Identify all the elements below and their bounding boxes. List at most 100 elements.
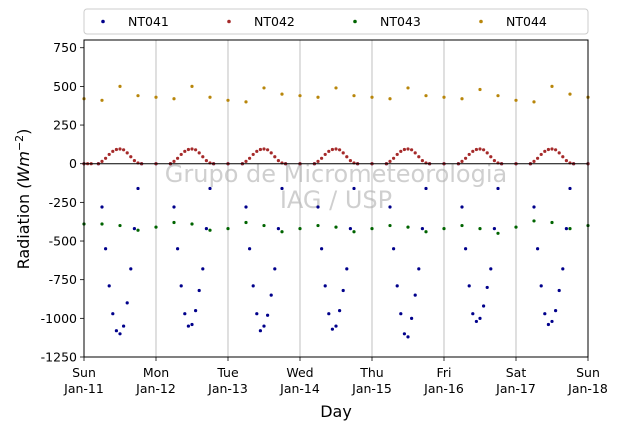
point-NT042-76 bbox=[467, 152, 471, 157]
point-NT041-40 bbox=[280, 186, 284, 191]
point-NT042-91 bbox=[543, 149, 547, 153]
point-NT042-4 bbox=[100, 159, 104, 163]
point-NT041-90 bbox=[546, 322, 551, 327]
point-NT042-49 bbox=[327, 149, 331, 153]
point-NT042-39 bbox=[269, 151, 273, 155]
point-NT041-33 bbox=[255, 312, 259, 316]
watermark: Grupo de Micrometeorologia IAG / USP bbox=[165, 160, 507, 214]
point-NT042-96 bbox=[561, 155, 565, 159]
watermark-line-1: Grupo de Micrometeorologia bbox=[165, 160, 507, 188]
point-NT041-66 bbox=[417, 267, 421, 271]
series-NT044 bbox=[82, 84, 590, 104]
point-NT041-45 bbox=[320, 247, 324, 251]
point-NT041-23 bbox=[197, 288, 201, 293]
point-NT041-91 bbox=[550, 319, 554, 324]
legend-frame bbox=[83, 8, 589, 35]
point-NT042-55 bbox=[348, 159, 352, 163]
point-NT044-13 bbox=[316, 95, 320, 99]
point-NT042-37 bbox=[262, 147, 266, 151]
point-NT044-2 bbox=[118, 84, 122, 88]
point-NT042-95 bbox=[557, 151, 561, 155]
point-NT042-40 bbox=[273, 155, 277, 159]
point-NT041-44 bbox=[316, 205, 320, 209]
point-NT041-21 bbox=[190, 322, 194, 327]
point-NT042-74 bbox=[460, 159, 464, 163]
point-NT041-79 bbox=[485, 285, 489, 290]
point-NT041-48 bbox=[330, 327, 334, 331]
point-NT042-82 bbox=[489, 155, 493, 159]
point-NT044-9 bbox=[244, 100, 248, 104]
point-NT043-13 bbox=[316, 223, 320, 228]
x-tick-date-5: Jan-16 bbox=[423, 381, 464, 396]
point-NT042-48 bbox=[323, 152, 327, 157]
point-NT042-60 bbox=[388, 159, 392, 163]
x-axis-label: Day bbox=[320, 402, 352, 421]
y-axis-ticks: -1250 -1000 -750 -500 -250 0 250 500 750 bbox=[41, 40, 84, 365]
point-NT043-4 bbox=[154, 225, 158, 229]
x-tick-date-4: Jan-15 bbox=[351, 381, 392, 396]
grid-lines bbox=[155, 40, 517, 357]
point-NT044-16 bbox=[370, 95, 374, 99]
point-NT043-18 bbox=[406, 225, 410, 229]
x-tick-weekday-4: Thu bbox=[359, 365, 383, 380]
y-axis-label-unit: (Wm bbox=[14, 151, 33, 189]
series-points bbox=[82, 84, 590, 339]
point-NT042-79 bbox=[478, 147, 482, 151]
point-NT041-20 bbox=[186, 324, 190, 328]
point-NT041-96 bbox=[568, 186, 572, 191]
point-NT042-46 bbox=[316, 159, 320, 163]
point-NT042-51 bbox=[334, 147, 338, 151]
point-NT041-77 bbox=[478, 316, 482, 320]
point-NT041-22 bbox=[194, 309, 198, 313]
point-NT043-20 bbox=[442, 227, 446, 231]
point-NT044-11 bbox=[280, 92, 284, 96]
point-NT041-47 bbox=[327, 312, 331, 316]
point-NT041-36 bbox=[266, 313, 270, 317]
point-NT043-5 bbox=[172, 220, 176, 225]
point-NT042-8 bbox=[114, 147, 118, 152]
point-NT044-8 bbox=[226, 98, 230, 102]
point-NT042-94 bbox=[554, 148, 558, 152]
point-NT042-78 bbox=[474, 147, 478, 152]
point-NT042-33 bbox=[248, 156, 252, 160]
point-NT041-5 bbox=[111, 312, 115, 316]
legend-label-NT042: NT042 bbox=[254, 14, 295, 29]
point-NT041-31 bbox=[248, 247, 252, 251]
point-NT041-16 bbox=[172, 205, 176, 209]
point-NT043-27 bbox=[568, 227, 572, 231]
point-NT041-32 bbox=[251, 284, 255, 288]
point-NT042-22 bbox=[186, 147, 190, 152]
point-NT042-27 bbox=[204, 159, 208, 163]
point-NT041-93 bbox=[557, 288, 561, 293]
point-NT043-26 bbox=[550, 220, 554, 225]
point-NT041-63 bbox=[406, 335, 410, 339]
point-NT041-72 bbox=[460, 205, 464, 209]
y-tick-label-6: 250 bbox=[53, 118, 77, 133]
legend-marker-NT044 bbox=[479, 19, 483, 24]
point-NT044-26 bbox=[550, 84, 554, 88]
point-NT042-13 bbox=[132, 159, 136, 163]
point-NT042-19 bbox=[176, 156, 180, 160]
point-NT042-6 bbox=[107, 152, 111, 157]
point-NT044-19 bbox=[424, 94, 428, 98]
point-NT042-89 bbox=[536, 156, 540, 160]
point-NT041-80 bbox=[489, 267, 493, 271]
legend-label-NT044: NT044 bbox=[506, 14, 547, 29]
point-NT041-19 bbox=[183, 312, 187, 316]
point-NT041-34 bbox=[258, 329, 262, 333]
x-tick-date-7: Jan-18 bbox=[567, 381, 608, 396]
point-NT043-16 bbox=[370, 227, 374, 231]
point-NT044-23 bbox=[496, 94, 500, 98]
x-tick-weekday-3: Wed bbox=[286, 365, 313, 380]
point-NT044-4 bbox=[154, 95, 158, 99]
point-NT044-15 bbox=[352, 94, 356, 98]
point-NT041-75 bbox=[471, 312, 475, 316]
point-NT044-10 bbox=[262, 86, 266, 90]
point-NT041-94 bbox=[561, 267, 565, 271]
point-NT043-1 bbox=[100, 222, 104, 226]
point-NT041-24 bbox=[201, 267, 205, 271]
point-NT044-6 bbox=[190, 84, 194, 88]
point-NT041-17 bbox=[176, 247, 180, 251]
y-tick-label-7: 500 bbox=[53, 79, 77, 94]
